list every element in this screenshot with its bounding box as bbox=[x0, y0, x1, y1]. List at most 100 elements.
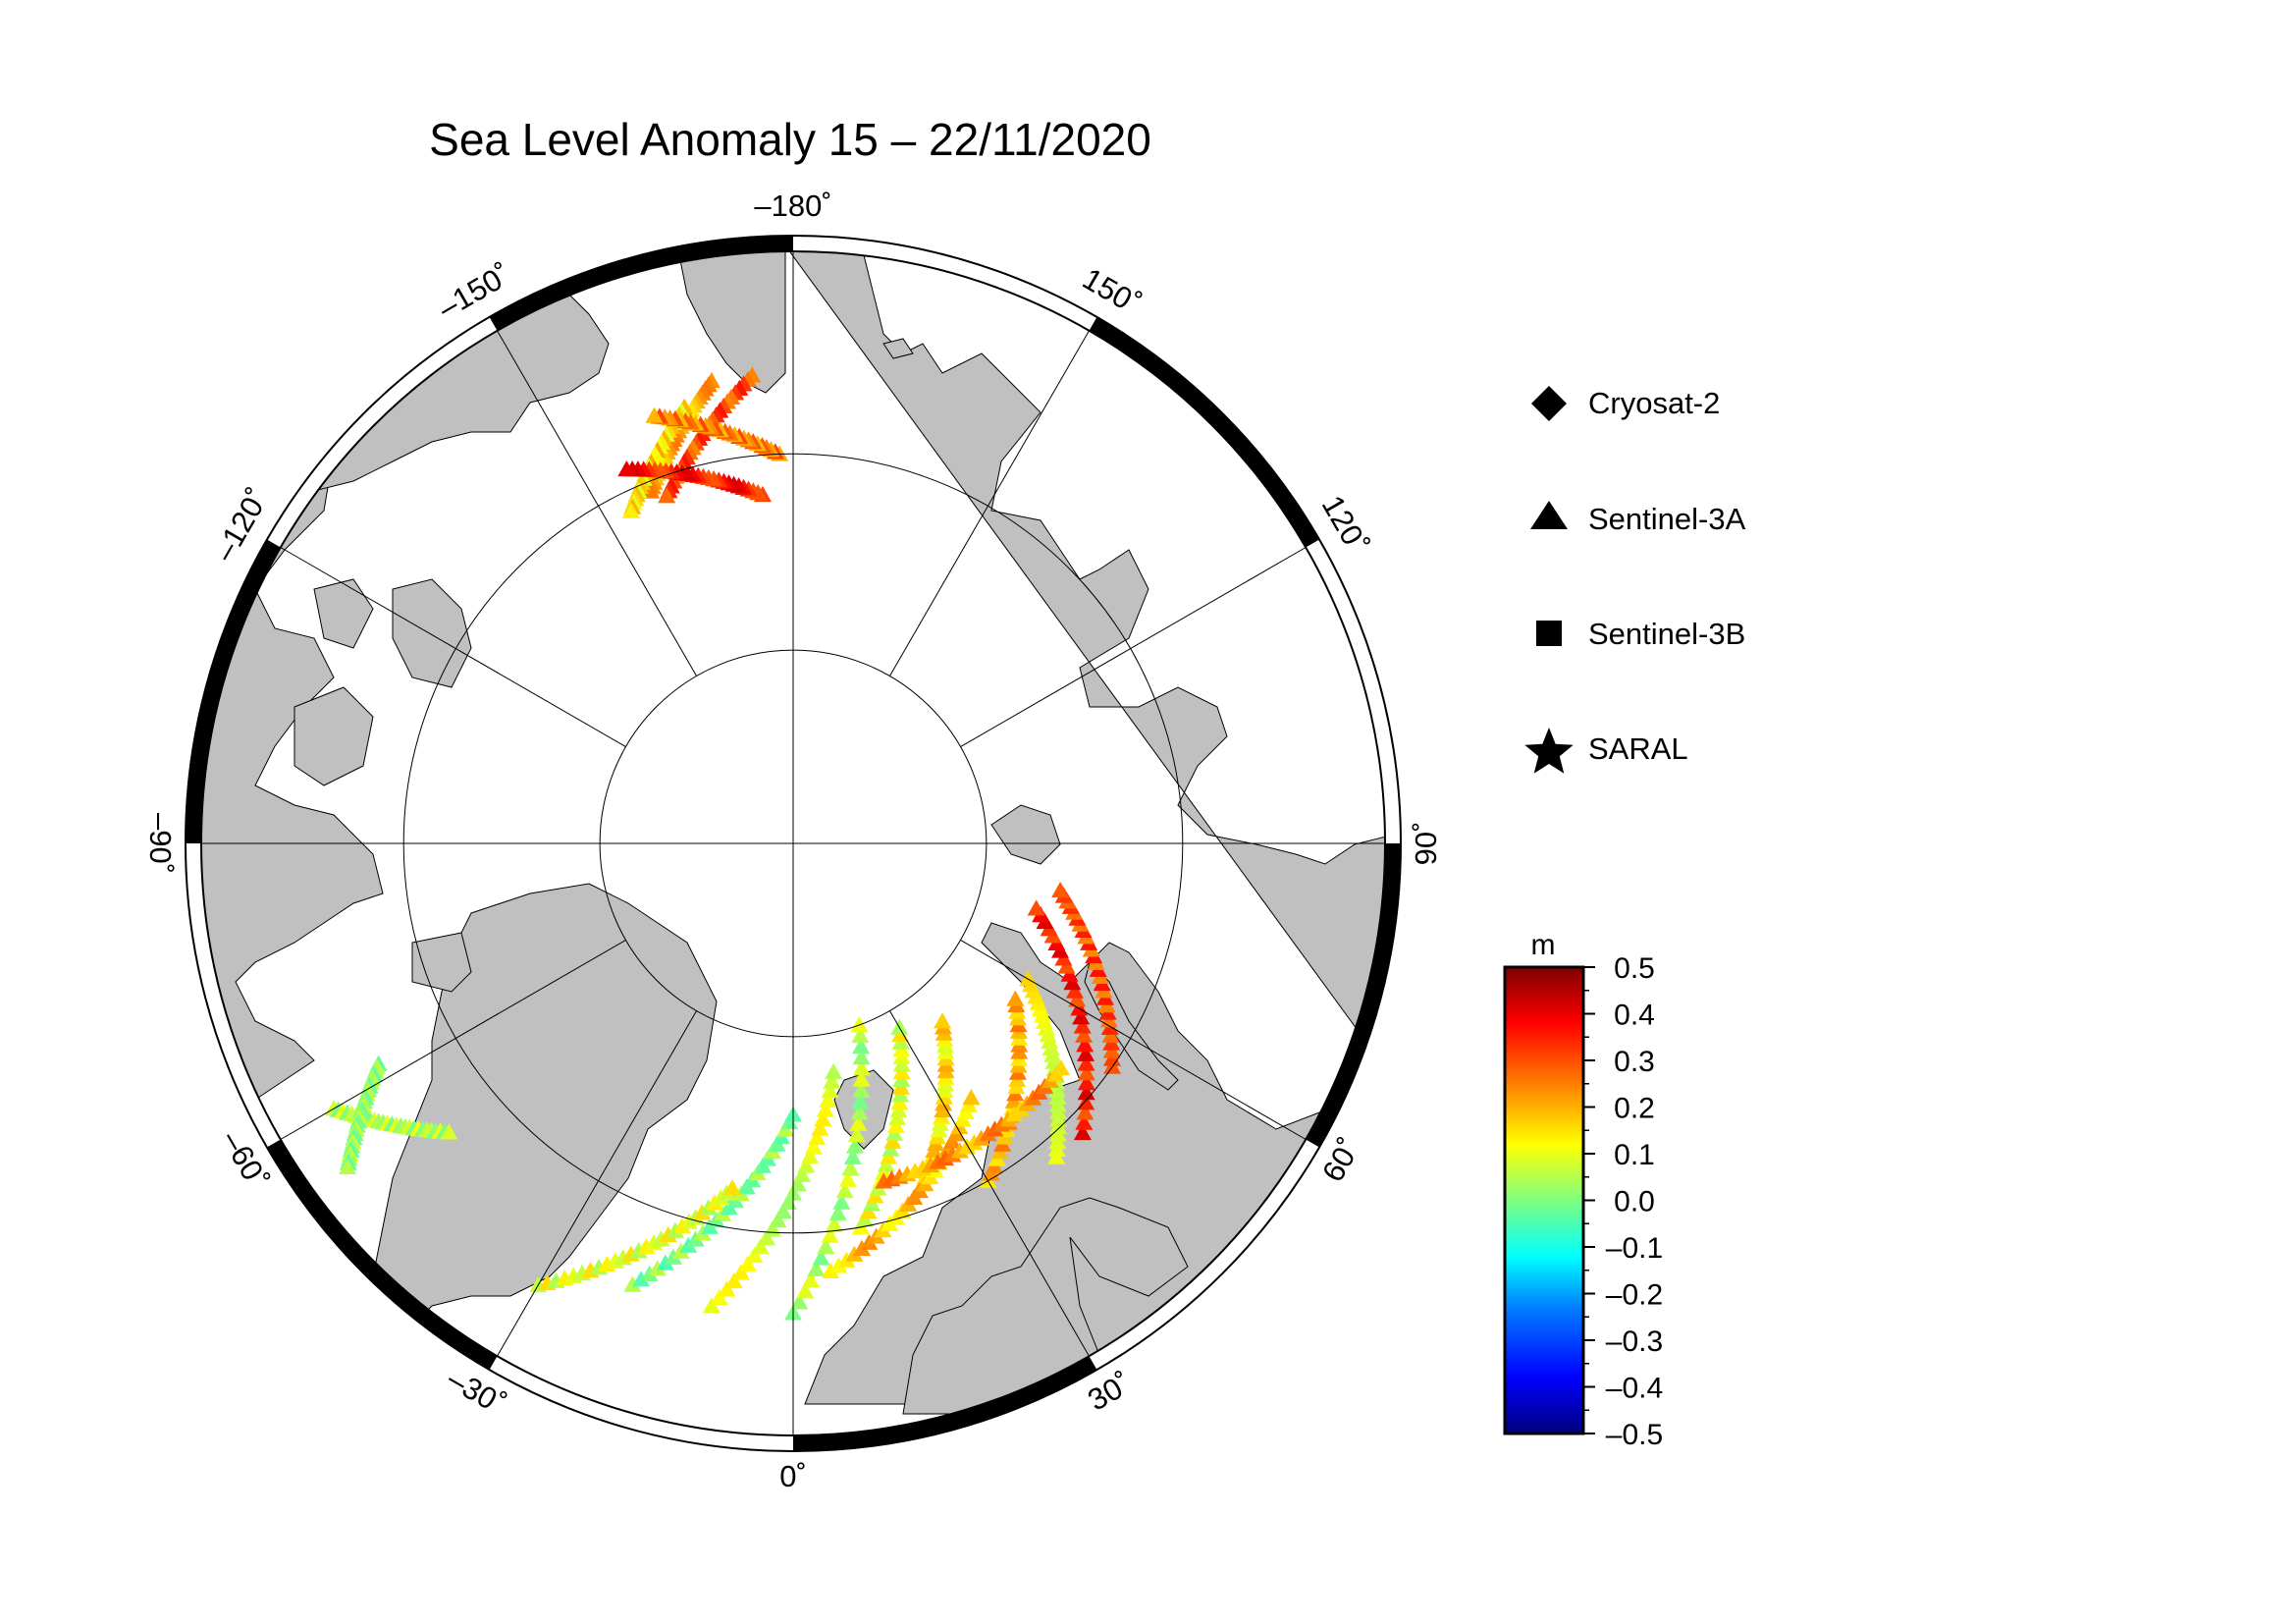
track-marker bbox=[658, 487, 676, 504]
track-marker bbox=[1077, 1064, 1095, 1081]
track-marker bbox=[790, 1293, 809, 1310]
track-marker bbox=[731, 1264, 750, 1280]
track-marker bbox=[797, 1157, 816, 1173]
track-marker bbox=[849, 1114, 868, 1131]
track-marker bbox=[934, 1012, 952, 1029]
track-marker bbox=[825, 1062, 843, 1080]
track-marker bbox=[1006, 990, 1025, 1006]
track-marker bbox=[769, 1212, 787, 1228]
meridian-line bbox=[497, 1010, 697, 1357]
meridian-line bbox=[889, 330, 1090, 676]
colorbar-tick-label: –0.5 bbox=[1606, 1419, 1663, 1451]
track-marker bbox=[812, 1249, 830, 1266]
track-marker bbox=[440, 1123, 458, 1140]
meridian-line bbox=[960, 940, 1307, 1140]
colorbar-tick-label: 0.3 bbox=[1614, 1046, 1655, 1078]
colorbar-gradient bbox=[1503, 965, 1585, 1435]
track-marker bbox=[811, 1119, 829, 1136]
meridian-line bbox=[960, 547, 1307, 747]
track-marker bbox=[851, 1092, 870, 1109]
colorbar-tick-label: 0.4 bbox=[1614, 1000, 1655, 1032]
track-marker bbox=[724, 1271, 743, 1289]
colorbar-tick-label: 0.2 bbox=[1614, 1093, 1655, 1125]
meridian-line bbox=[889, 1010, 1090, 1357]
land-victoria bbox=[294, 686, 374, 786]
land-ellesmere bbox=[392, 578, 472, 688]
longitude-label: 0˚ bbox=[779, 1459, 807, 1493]
track-marker bbox=[807, 1260, 826, 1276]
track-marker bbox=[640, 1265, 659, 1281]
track-marker bbox=[852, 1037, 871, 1055]
track-marker bbox=[723, 1179, 742, 1196]
track-marker bbox=[804, 1138, 823, 1155]
track-marker bbox=[852, 1081, 871, 1098]
colorbar-tick-label: 0.0 bbox=[1614, 1186, 1655, 1218]
graticule bbox=[201, 251, 1385, 1435]
track-marker bbox=[1077, 1055, 1095, 1071]
track-marker bbox=[1077, 1074, 1095, 1091]
track-marker bbox=[1051, 881, 1070, 898]
legend-label-saral: SARAL bbox=[1588, 731, 1688, 766]
land-banks bbox=[313, 578, 374, 649]
track-marker bbox=[822, 1262, 840, 1278]
meridian-line bbox=[497, 330, 697, 676]
land-greenland bbox=[372, 883, 718, 1326]
track-marker bbox=[819, 1091, 837, 1108]
track-marker bbox=[851, 1026, 870, 1044]
track-marker bbox=[793, 1165, 812, 1182]
track-marker bbox=[801, 1271, 820, 1288]
track-marker bbox=[843, 1148, 862, 1164]
track-marker bbox=[825, 1216, 843, 1232]
colorbar-tick-label: 0.5 bbox=[1614, 952, 1655, 985]
track-marker bbox=[738, 1255, 757, 1271]
square-icon bbox=[1536, 621, 1562, 646]
track-marker bbox=[962, 1089, 981, 1106]
track-marker bbox=[1027, 899, 1045, 916]
legend-label-cryosat: Cryosat-2 bbox=[1588, 386, 1720, 420]
legend-label-sentinel3a: Sentinel-3A bbox=[1588, 502, 1746, 536]
track-marker bbox=[1077, 1084, 1095, 1101]
track-marker bbox=[837, 1251, 856, 1268]
border-segment bbox=[266, 1139, 498, 1371]
polar-map: 0˚30˚60˚90˚120˚150˚–180˚–150˚–120˚–90˚–6… bbox=[143, 189, 1443, 1493]
track-marker bbox=[801, 1147, 820, 1164]
track-marker bbox=[1075, 1113, 1094, 1130]
track-marker bbox=[1068, 991, 1087, 1007]
land-svalbard bbox=[833, 1069, 894, 1150]
meridian-line bbox=[280, 547, 626, 747]
track-marker bbox=[1072, 1008, 1091, 1025]
land-severnaya bbox=[990, 804, 1061, 865]
track-marker bbox=[1077, 1045, 1095, 1061]
longitude-label: 90˚ bbox=[1409, 822, 1443, 866]
track-marker bbox=[1075, 1026, 1094, 1043]
track-marker bbox=[751, 1238, 770, 1255]
colorbar-tick-label: 0.1 bbox=[1614, 1139, 1655, 1171]
track-marker bbox=[841, 1160, 860, 1176]
track-marker bbox=[1076, 1104, 1095, 1120]
meridian-line bbox=[280, 940, 626, 1140]
colorbar-ticks: 0.5 0.4 0.3 0.2 0.1 0.0 –0.1 –0.2 –0.3 –0.4 –0.5 bbox=[1583, 952, 1663, 1451]
track-marker bbox=[950, 1142, 969, 1159]
track-marker bbox=[850, 1104, 869, 1120]
track-marker bbox=[666, 1221, 684, 1238]
border-segment bbox=[1089, 316, 1320, 548]
border-segment bbox=[186, 539, 281, 843]
track-marker bbox=[958, 1138, 977, 1155]
track-marker bbox=[852, 1049, 871, 1065]
track-marker bbox=[1103, 1057, 1122, 1074]
track-marker bbox=[644, 1234, 663, 1251]
track-marker bbox=[814, 1109, 832, 1127]
longitude-label: –30˚ bbox=[442, 1362, 511, 1422]
marker-legend: Cryosat-2 Sentinel-3A Sentinel-3B SARAL bbox=[1524, 386, 1746, 774]
track-marker bbox=[816, 1101, 834, 1117]
track-marker bbox=[1063, 974, 1082, 991]
map-border bbox=[185, 235, 1402, 1452]
track-marker bbox=[808, 1128, 827, 1146]
track-marker bbox=[821, 1082, 839, 1099]
track-marker bbox=[817, 1238, 835, 1255]
border-segment bbox=[1306, 843, 1401, 1148]
track-marker bbox=[632, 1271, 651, 1287]
longitude-label: –60˚ bbox=[215, 1125, 275, 1195]
border-segment bbox=[793, 1356, 1097, 1451]
track-marker bbox=[835, 1182, 854, 1199]
